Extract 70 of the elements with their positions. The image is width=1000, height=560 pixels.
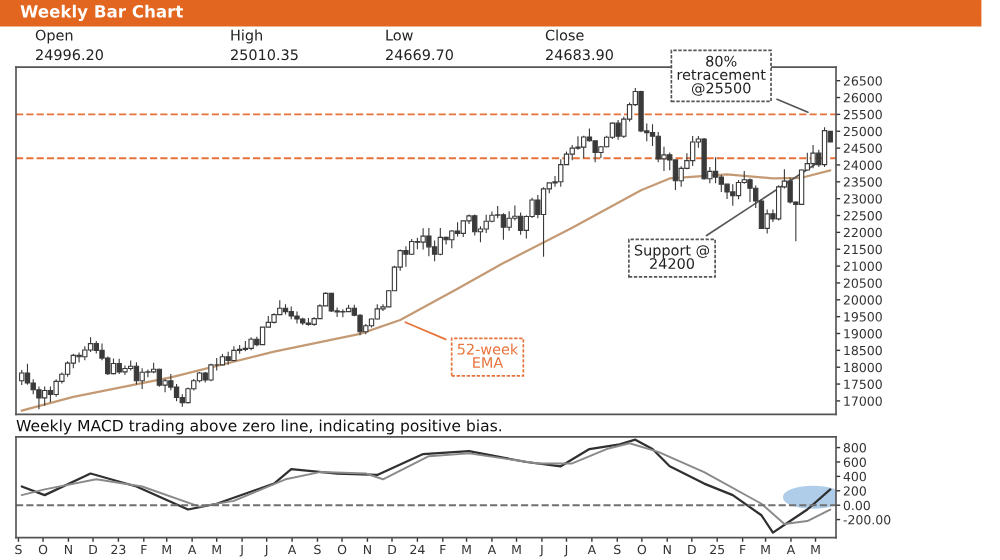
candlestick	[540, 186, 547, 258]
candlestick	[374, 303, 380, 321]
candlestick	[724, 183, 730, 200]
candlestick	[730, 183, 736, 207]
candlestick	[122, 364, 128, 376]
candlestick	[581, 135, 587, 159]
candlestick	[19, 369, 25, 386]
candlestick	[242, 340, 249, 352]
candlestick	[116, 358, 122, 375]
candlestick	[231, 345, 237, 362]
candlestick	[282, 303, 289, 316]
candlestick	[609, 121, 616, 140]
candlestick	[53, 378, 59, 398]
candlestick	[70, 353, 77, 369]
candlestick	[64, 360, 71, 378]
candlestick	[506, 210, 512, 232]
candlestick	[110, 357, 117, 376]
candlestick	[810, 144, 816, 169]
candlestick	[483, 214, 489, 234]
candlestick	[305, 317, 312, 327]
candlestick	[500, 212, 507, 241]
candlestick	[558, 158, 564, 188]
candlestick	[340, 308, 346, 318]
candlestick	[196, 371, 203, 383]
candlestick	[701, 137, 707, 181]
candlestick	[345, 304, 352, 313]
candlestick	[672, 158, 679, 191]
candlestick	[93, 340, 99, 354]
candlestick	[219, 353, 226, 366]
candlestick	[277, 299, 283, 316]
candlestick	[36, 385, 42, 410]
candlestick	[41, 385, 48, 407]
candlestick	[426, 227, 432, 257]
chart-title: Weekly Bar Chart	[20, 4, 183, 22]
candlestick	[208, 363, 214, 382]
candlestick	[420, 227, 426, 251]
candlestick	[472, 213, 478, 236]
candlestick	[47, 385, 54, 403]
line-series	[20, 169, 832, 412]
candlestick	[655, 131, 661, 163]
candlestick	[821, 126, 828, 168]
candlestick	[569, 144, 575, 161]
candlestick	[449, 229, 455, 249]
candlestick	[403, 245, 409, 268]
candlestick	[460, 220, 466, 238]
candlestick	[236, 344, 243, 355]
candlestick	[517, 211, 524, 236]
candlestick	[82, 345, 88, 361]
candlestick	[638, 90, 644, 133]
candlestick	[202, 371, 208, 383]
candlestick	[735, 179, 742, 200]
candlestick	[76, 351, 82, 364]
candlestick	[300, 317, 306, 326]
candlestick	[288, 305, 294, 320]
candlestick	[133, 361, 140, 385]
candlestick	[294, 311, 300, 324]
candlestick	[87, 336, 94, 353]
candlestick	[248, 336, 254, 351]
candlestick	[357, 313, 363, 336]
candlestick	[328, 292, 335, 313]
candlestick	[156, 368, 163, 388]
candlestick	[24, 363, 31, 386]
candlestick	[615, 119, 621, 141]
candlestick	[437, 227, 444, 256]
candlestick	[747, 177, 753, 203]
candlestick	[185, 386, 191, 405]
candlestick	[712, 156, 719, 184]
candlestick	[225, 351, 231, 366]
candlestick	[689, 135, 696, 167]
candlestick	[139, 367, 145, 390]
